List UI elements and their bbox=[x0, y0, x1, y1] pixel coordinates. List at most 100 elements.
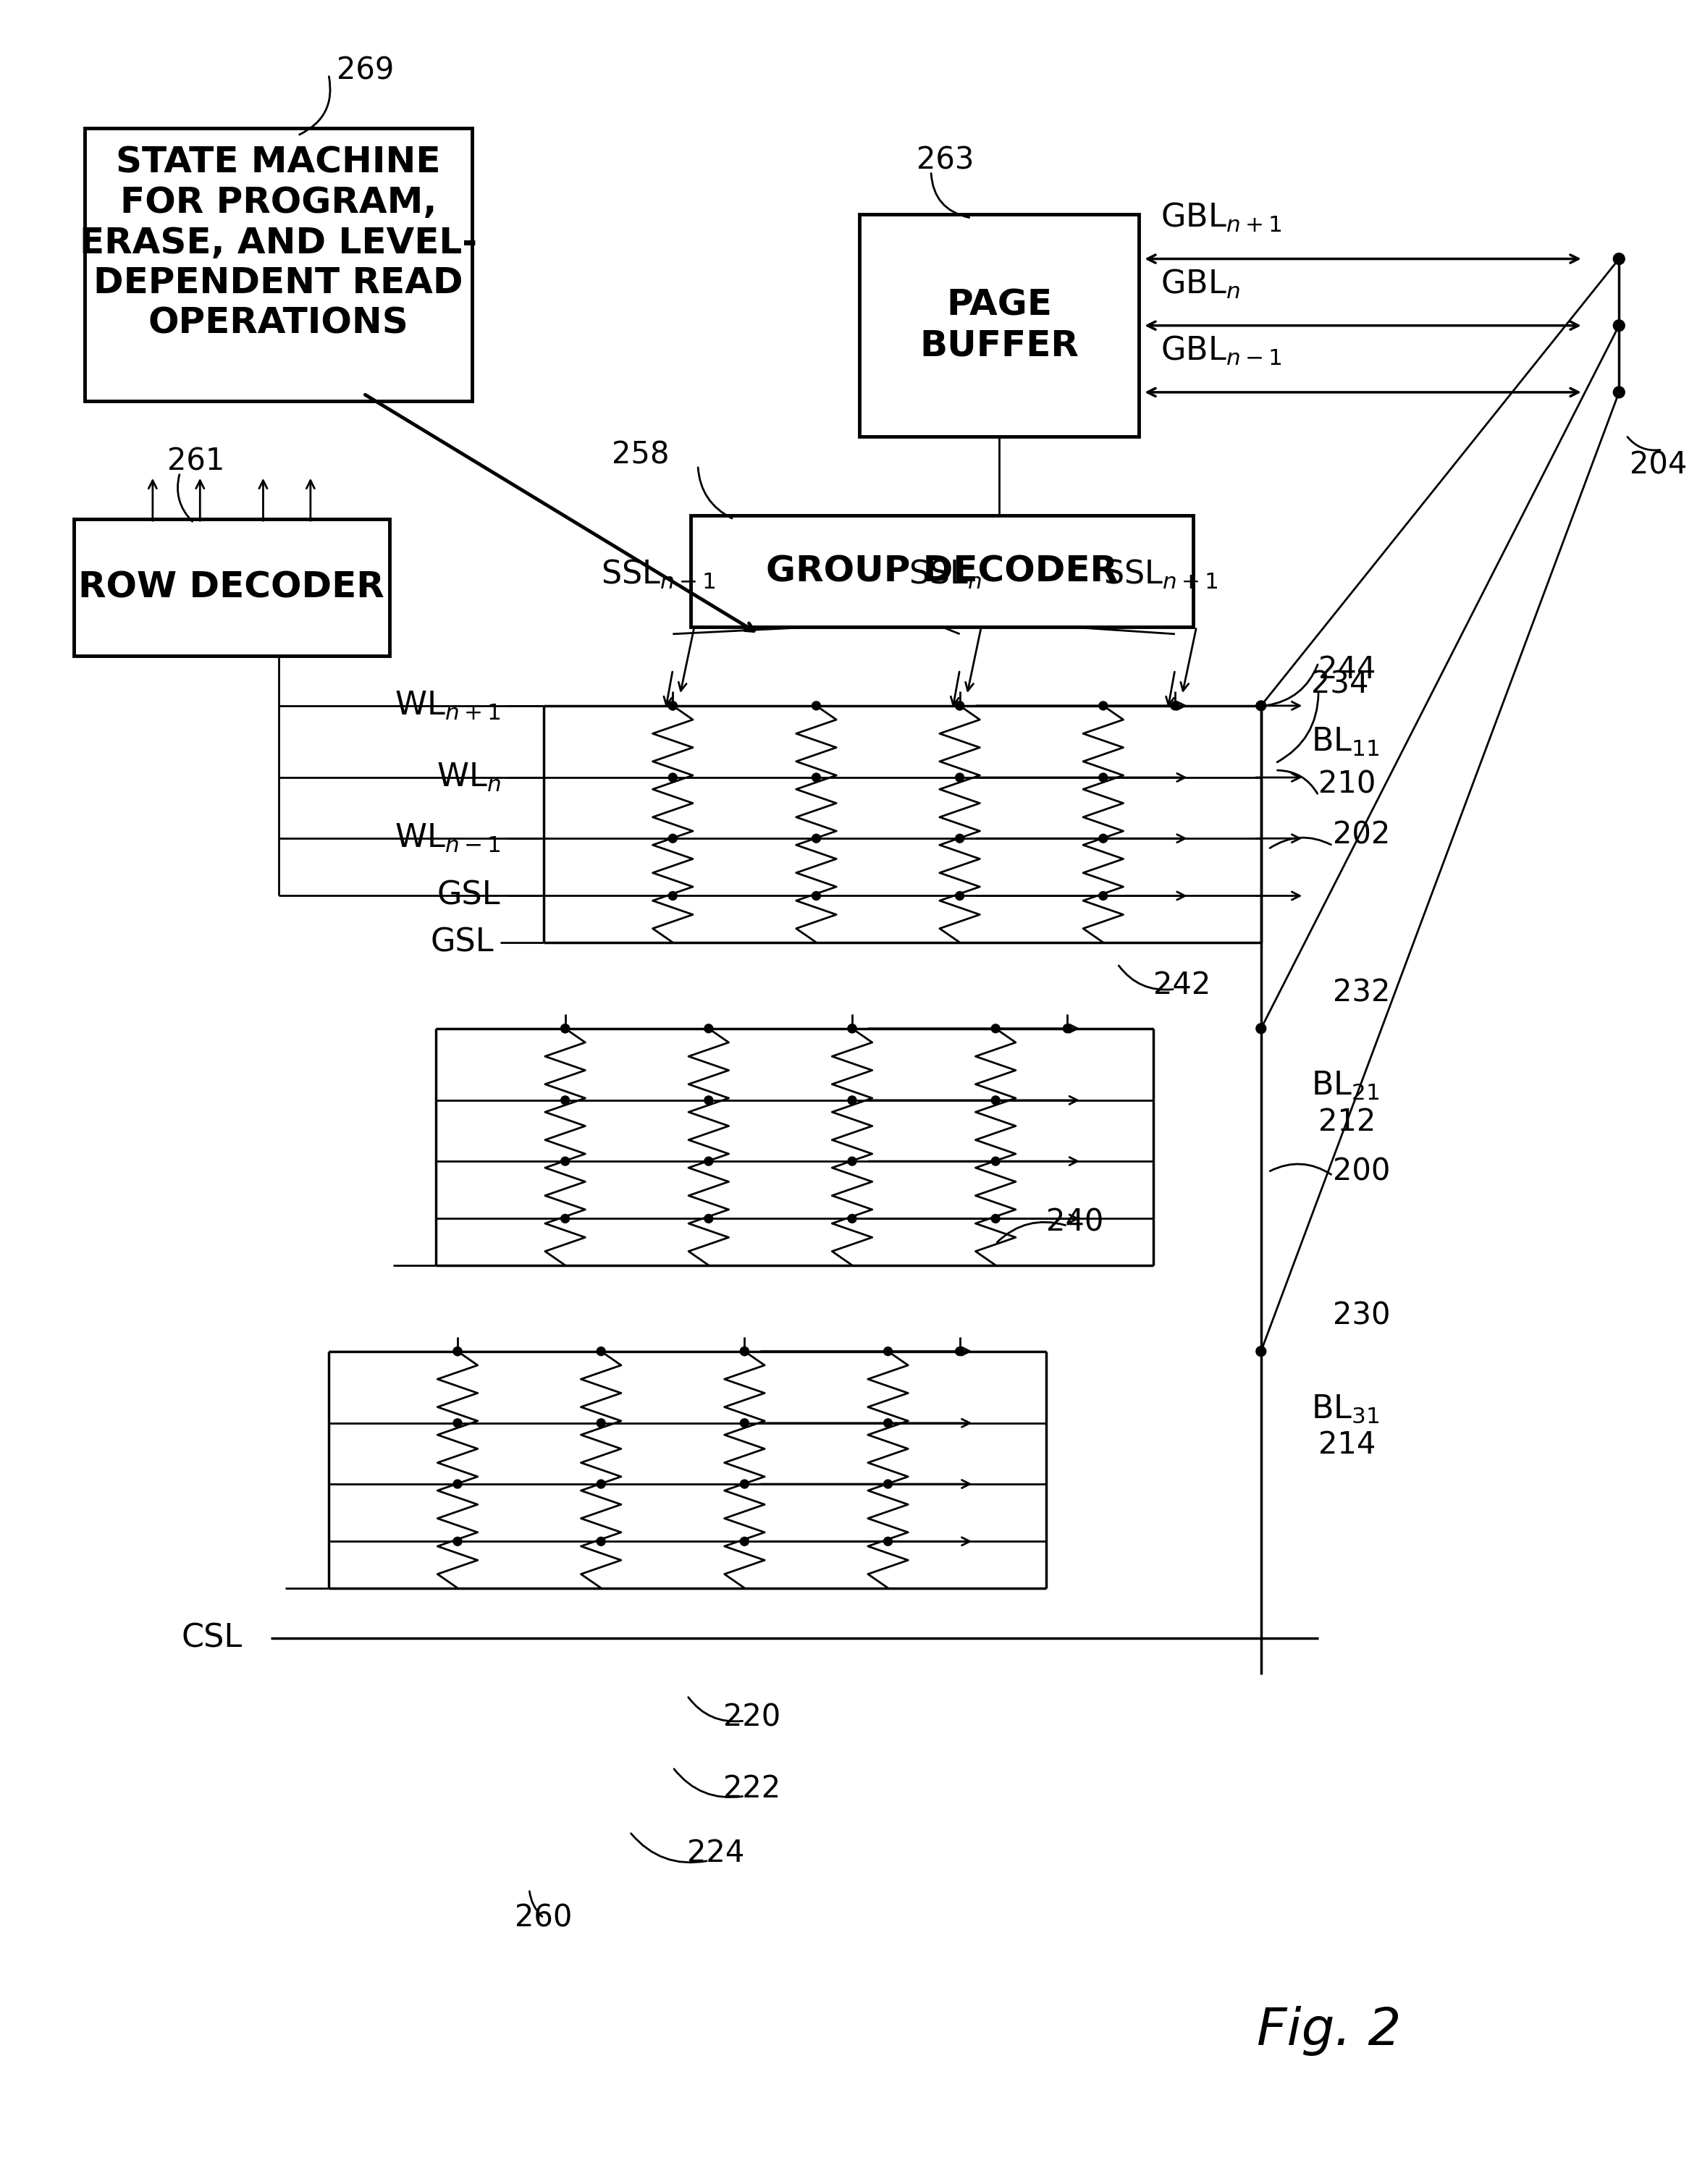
Text: ROW DECODER: ROW DECODER bbox=[78, 570, 385, 605]
Text: 224: 224 bbox=[687, 1839, 745, 1870]
Text: GSL: GSL bbox=[429, 926, 494, 959]
Circle shape bbox=[811, 701, 821, 710]
Circle shape bbox=[453, 1348, 462, 1356]
Circle shape bbox=[597, 1481, 606, 1487]
Text: WL$_{n}$: WL$_{n}$ bbox=[436, 762, 501, 793]
Circle shape bbox=[1100, 773, 1108, 782]
Circle shape bbox=[955, 891, 964, 900]
Circle shape bbox=[562, 1024, 570, 1033]
Circle shape bbox=[1614, 319, 1624, 332]
Circle shape bbox=[955, 1348, 964, 1356]
Circle shape bbox=[1256, 701, 1266, 710]
Text: 210: 210 bbox=[1319, 769, 1376, 799]
Text: CSL: CSL bbox=[182, 1623, 243, 1653]
Circle shape bbox=[704, 1214, 713, 1223]
Text: 261: 261 bbox=[166, 448, 224, 476]
Circle shape bbox=[562, 1158, 570, 1166]
Circle shape bbox=[453, 1538, 462, 1546]
Bar bbox=[691, 515, 1193, 627]
Text: 234: 234 bbox=[1312, 668, 1369, 699]
Circle shape bbox=[704, 1158, 713, 1166]
Circle shape bbox=[740, 1420, 748, 1428]
Circle shape bbox=[848, 1158, 857, 1166]
Circle shape bbox=[740, 1538, 748, 1546]
Text: 222: 222 bbox=[723, 1773, 781, 1804]
Circle shape bbox=[991, 1096, 1000, 1105]
Circle shape bbox=[562, 1024, 570, 1033]
Circle shape bbox=[453, 1420, 462, 1428]
Text: PAGE
BUFFER: PAGE BUFFER bbox=[920, 288, 1079, 363]
Circle shape bbox=[1256, 1024, 1266, 1033]
Circle shape bbox=[669, 701, 677, 710]
Circle shape bbox=[669, 834, 677, 843]
Text: 220: 220 bbox=[723, 1701, 781, 1732]
Text: BL$_{21}$: BL$_{21}$ bbox=[1312, 1070, 1380, 1103]
Text: Fig. 2: Fig. 2 bbox=[1257, 2005, 1402, 2055]
Bar bbox=[329, 1352, 1045, 1588]
Circle shape bbox=[848, 1214, 857, 1223]
Circle shape bbox=[848, 1024, 857, 1033]
Text: 230: 230 bbox=[1332, 1299, 1390, 1330]
Text: SSL$_{n+1}$: SSL$_{n+1}$ bbox=[1103, 559, 1218, 592]
Text: 202: 202 bbox=[1332, 819, 1390, 850]
Text: 258: 258 bbox=[611, 439, 669, 470]
Circle shape bbox=[848, 1024, 857, 1033]
Text: SSL$_{n}$: SSL$_{n}$ bbox=[908, 559, 983, 592]
Bar bbox=[436, 1029, 1154, 1265]
Text: 200: 200 bbox=[1332, 1158, 1390, 1188]
Text: GBL$_{n-1}$: GBL$_{n-1}$ bbox=[1161, 334, 1281, 367]
Text: 242: 242 bbox=[1154, 970, 1210, 1000]
Circle shape bbox=[740, 1348, 748, 1356]
Text: 269: 269 bbox=[336, 57, 394, 85]
Circle shape bbox=[1614, 387, 1624, 397]
Circle shape bbox=[562, 1096, 570, 1105]
Bar bbox=[543, 705, 1261, 943]
Text: SSL$_{n-1}$: SSL$_{n-1}$ bbox=[601, 559, 716, 592]
Circle shape bbox=[991, 1214, 1000, 1223]
Text: 260: 260 bbox=[514, 1902, 572, 1933]
Circle shape bbox=[597, 1348, 606, 1356]
Circle shape bbox=[884, 1348, 893, 1356]
Circle shape bbox=[884, 1481, 893, 1487]
Circle shape bbox=[991, 1158, 1000, 1166]
Text: GBL$_{n+1}$: GBL$_{n+1}$ bbox=[1161, 201, 1281, 234]
Text: 214: 214 bbox=[1319, 1428, 1376, 1459]
Text: 212: 212 bbox=[1319, 1107, 1376, 1138]
Text: WL$_{n-1}$: WL$_{n-1}$ bbox=[395, 823, 501, 854]
Circle shape bbox=[1171, 701, 1179, 710]
Circle shape bbox=[704, 1024, 713, 1033]
Circle shape bbox=[740, 1348, 748, 1356]
Circle shape bbox=[1100, 834, 1108, 843]
Circle shape bbox=[597, 1538, 606, 1546]
Text: GBL$_{n}$: GBL$_{n}$ bbox=[1161, 269, 1241, 301]
Circle shape bbox=[991, 1024, 1000, 1033]
Circle shape bbox=[955, 701, 964, 710]
Text: GSL: GSL bbox=[438, 880, 501, 911]
Circle shape bbox=[597, 1420, 606, 1428]
Circle shape bbox=[453, 1348, 462, 1356]
Circle shape bbox=[1062, 1024, 1071, 1033]
Text: 232: 232 bbox=[1332, 978, 1390, 1007]
Circle shape bbox=[1256, 1345, 1266, 1356]
Circle shape bbox=[811, 834, 821, 843]
Circle shape bbox=[955, 701, 964, 710]
Circle shape bbox=[811, 891, 821, 900]
Circle shape bbox=[562, 1214, 570, 1223]
Circle shape bbox=[1100, 891, 1108, 900]
Circle shape bbox=[811, 773, 821, 782]
Text: WL$_{n+1}$: WL$_{n+1}$ bbox=[395, 690, 501, 721]
Circle shape bbox=[669, 701, 677, 710]
Circle shape bbox=[1614, 253, 1624, 264]
Circle shape bbox=[848, 1096, 857, 1105]
Circle shape bbox=[1100, 701, 1108, 710]
Bar bbox=[73, 520, 389, 655]
Circle shape bbox=[740, 1481, 748, 1487]
Circle shape bbox=[669, 891, 677, 900]
Text: GROUP DECODER: GROUP DECODER bbox=[765, 555, 1118, 590]
Text: 204: 204 bbox=[1629, 450, 1687, 480]
Text: STATE MACHINE
FOR PROGRAM,
ERASE, AND LEVEL-
DEPENDENT READ
OPERATIONS: STATE MACHINE FOR PROGRAM, ERASE, AND LE… bbox=[80, 144, 477, 341]
Text: BL$_{11}$: BL$_{11}$ bbox=[1312, 725, 1380, 758]
Circle shape bbox=[884, 1420, 893, 1428]
Text: BL$_{31}$: BL$_{31}$ bbox=[1312, 1393, 1380, 1424]
Circle shape bbox=[453, 1481, 462, 1487]
